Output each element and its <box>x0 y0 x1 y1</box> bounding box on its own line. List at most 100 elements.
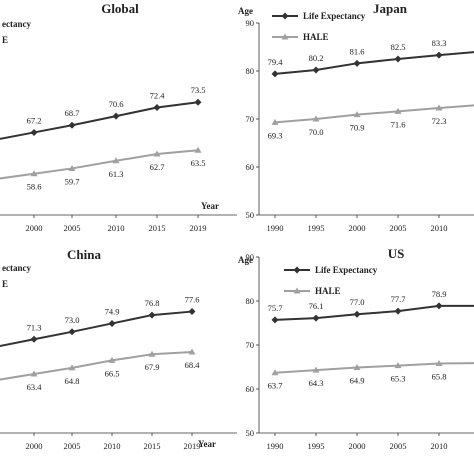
life-expectancy-point <box>30 335 38 343</box>
chart-title: US <box>388 246 405 261</box>
life-expectancy-point <box>68 121 76 129</box>
hale-point <box>68 164 76 171</box>
chart-panel-1: Japan Age 50 60 70 80 90 1990 1995 2000 2005 2010 79… <box>238 1 474 233</box>
hale-line <box>274 362 474 374</box>
legend: ectancy E <box>2 19 31 45</box>
hale-data-label: 72.3 <box>432 116 447 126</box>
plot-area: 71.3 73.0 74.9 76.8 77.6 63.4 64.8 66.5 67.9 68.4 <box>0 295 200 392</box>
y-axis-label: Age <box>238 255 253 265</box>
life-expectancy-data-label: 81.6 <box>350 46 365 56</box>
life-expectancy-point <box>30 128 38 136</box>
y-tick-label: 90 <box>246 252 255 262</box>
life-expectancy-point <box>435 302 443 310</box>
life-expectancy-data-label: 76.1 <box>309 301 324 311</box>
hale-line <box>0 351 193 381</box>
life-expectancy-data-label: 74.9 <box>105 306 120 316</box>
chart-title: Global <box>101 1 139 16</box>
x-tick-label: 2010 <box>104 441 121 451</box>
life-expectancy-point <box>188 308 196 316</box>
x-tick-label: 2000 <box>349 441 366 451</box>
life-expectancy-point <box>153 103 161 111</box>
x-tick-label: 2019 <box>184 441 201 451</box>
life-expectancy-data-label: 75.7 <box>268 303 283 313</box>
hale-point <box>148 350 156 357</box>
life-expectancy-point <box>394 55 402 63</box>
x-tick-label: 1990 <box>267 441 284 451</box>
life-expectancy-data-label: 71.3 <box>27 322 42 332</box>
life-expectancy-data-label: 76.8 <box>145 298 160 308</box>
chart-panel-0: Global Year 2000 2005 2010 2015 2019 67.2 68.7 70… <box>0 1 237 233</box>
y-axis-label: Age <box>238 6 253 16</box>
life-expectancy-point <box>353 59 361 67</box>
chart-panel-2: China Year 2000 2005 2010 2015 2019 71.3 73.0 74.… <box>0 247 237 451</box>
hale-data-label: 61.3 <box>109 169 124 179</box>
hale-data-label: 65.8 <box>432 371 447 381</box>
hale-data-label: 64.9 <box>350 375 365 385</box>
hale-point <box>271 369 279 376</box>
x-tick-label: 1995 <box>308 441 325 451</box>
hale-point <box>112 157 120 164</box>
life-expectancy-point <box>353 310 361 318</box>
y-tick-label: 50 <box>246 428 255 438</box>
hale-data-label: 70.9 <box>350 123 365 133</box>
legend-hale-marker <box>281 33 289 40</box>
x-tick-label: 2005 <box>64 441 81 451</box>
y-tick-label: 80 <box>246 296 255 306</box>
life-expectancy-point <box>312 66 320 74</box>
y-tick-label: 60 <box>246 162 255 172</box>
hale-point <box>353 363 361 370</box>
life-expectancy-point <box>68 328 76 336</box>
life-expectancy-data-label: 79.4 <box>268 57 284 67</box>
life-expectancy-data-label: 80.2 <box>309 53 324 63</box>
legend: Life Expectancy HALE <box>284 265 378 296</box>
hale-point <box>435 359 443 366</box>
legend-hale-label: HALE <box>315 286 341 296</box>
legend-hale-label: E <box>2 35 8 45</box>
hale-data-label: 66.5 <box>105 368 120 378</box>
x-tick-label: 2010 <box>108 223 125 233</box>
life-expectancy-data-label: 67.2 <box>27 115 42 125</box>
legend-life-label: ectancy <box>2 263 31 273</box>
x-tick-label: 2005 <box>64 223 81 233</box>
chart-title: Japan <box>373 1 408 16</box>
x-tick-label: 1995 <box>308 223 325 233</box>
legend-life-label: Life Expectancy <box>315 265 378 275</box>
life-expectancy-data-label: 82.5 <box>391 42 406 52</box>
life-expectancy-point <box>194 98 202 106</box>
hale-data-label: 68.4 <box>185 360 201 370</box>
x-axis-label: Year <box>201 201 219 211</box>
life-expectancy-data-label: 70.6 <box>109 99 124 109</box>
hale-data-label: 64.8 <box>65 376 80 386</box>
life-expectancy-point <box>271 316 279 324</box>
legend: Life Expectancy HALE <box>272 11 366 42</box>
x-tick-label: 2000 <box>26 441 43 451</box>
hale-point <box>312 366 320 373</box>
x-tick-label: 2005 <box>390 441 407 451</box>
life-expectancy-data-label: 77.6 <box>185 295 200 305</box>
life-expectancy-data-label: 72.4 <box>150 90 166 100</box>
hale-point <box>30 370 38 377</box>
life-expectancy-line <box>0 101 199 140</box>
x-tick-label: 2000 <box>349 223 366 233</box>
hale-data-label: 71.6 <box>391 119 406 129</box>
legend-life-label: ectancy <box>2 19 31 29</box>
hale-data-label: 63.7 <box>268 381 283 391</box>
life-expectancy-data-label: 77.7 <box>391 294 406 304</box>
plot-area: 67.2 68.7 70.6 72.4 73.5 58.6 59.7 61.3 62.7 63.5 <box>0 85 205 192</box>
hale-point <box>30 170 38 177</box>
life-expectancy-line <box>0 310 193 347</box>
life-expectancy-data-label: 73.5 <box>191 85 206 95</box>
hale-data-label: 70.0 <box>309 127 324 137</box>
hale-data-label: 62.7 <box>150 162 165 172</box>
legend-life-label: Life Expectancy <box>303 11 366 21</box>
life-expectancy-data-label: 77.0 <box>350 297 365 307</box>
x-tick-label: 2019 <box>190 223 207 233</box>
life-expectancy-data-label: 68.7 <box>65 108 80 118</box>
hale-point <box>194 146 202 153</box>
x-tick-label: 2010 <box>431 223 448 233</box>
life-expectancy-point <box>394 307 402 315</box>
plot-area: 79.4 80.2 81.6 82.5 83.3 69.3 70.0 70.9 71.6 72.3 <box>268 38 474 140</box>
life-expectancy-point <box>112 112 120 120</box>
legend: ectancy E <box>2 263 31 289</box>
